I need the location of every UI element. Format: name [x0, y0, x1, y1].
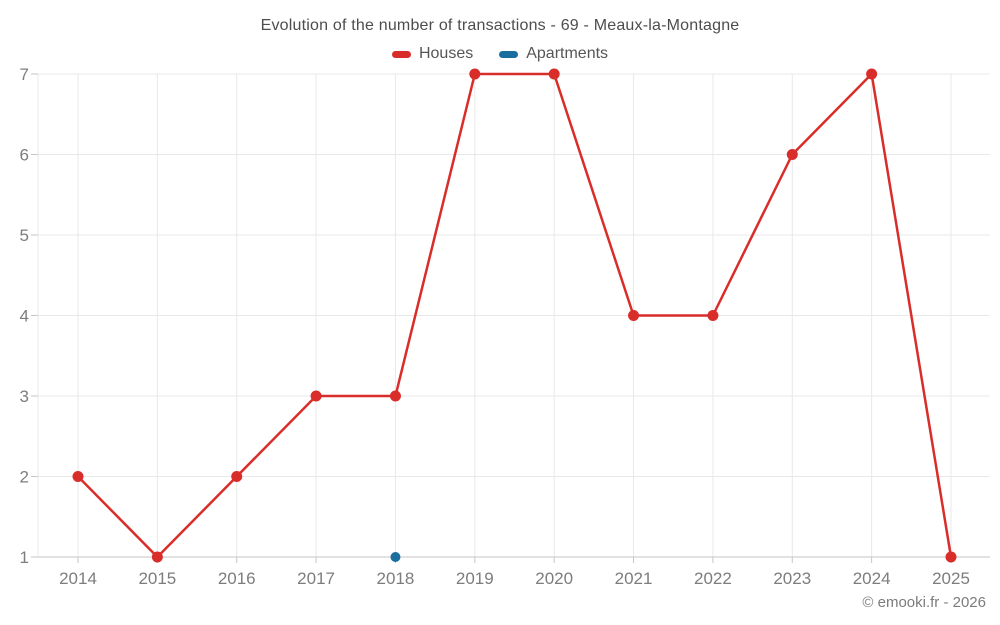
x-axis-label: 2024 — [853, 569, 891, 588]
x-axis-label: 2021 — [615, 569, 653, 588]
legend: Houses Apartments — [0, 45, 1000, 63]
x-axis-label: 2022 — [694, 569, 732, 588]
x-axis-label: 2017 — [297, 569, 335, 588]
houses-data-point[interactable] — [310, 390, 322, 402]
y-axis-label: 7 — [20, 65, 29, 84]
houses-data-point[interactable] — [548, 68, 560, 80]
houses-data-point[interactable] — [628, 310, 640, 321]
y-axis-label: 1 — [20, 548, 29, 567]
y-axis-label: 4 — [20, 307, 29, 326]
legend-label-apartments: Apartments — [526, 45, 609, 62]
x-axis-label: 2016 — [218, 569, 256, 588]
houses-data-point[interactable] — [707, 310, 719, 321]
legend-label-houses: Houses — [418, 45, 474, 62]
houses-legend-swatch-icon — [391, 50, 411, 58]
y-axis-label: 3 — [20, 387, 29, 406]
x-axis-label: 2020 — [535, 569, 573, 588]
x-axis-label: 2019 — [456, 569, 494, 588]
y-axis-label: 6 — [20, 146, 29, 165]
legend-item-apartments[interactable]: Apartments — [499, 45, 608, 63]
chart-title: Evolution of the number of transactions … — [260, 17, 740, 34]
houses-data-point[interactable] — [72, 471, 84, 482]
copyright-text: © emooki.fr - 2026 — [862, 594, 986, 611]
houses-series-line — [76, 72, 953, 559]
houses-data-point[interactable] — [786, 149, 798, 160]
y-axis-label: 5 — [20, 226, 29, 245]
apartments-data-point[interactable] — [390, 552, 401, 562]
houses-data-point[interactable] — [231, 471, 243, 482]
houses-data-point[interactable] — [945, 551, 957, 563]
x-axis-label: 2025 — [932, 569, 970, 588]
legend-item-houses[interactable]: Houses — [391, 45, 474, 63]
houses-data-point[interactable] — [389, 390, 401, 402]
x-axis-label: 2018 — [377, 569, 415, 588]
houses-data-point[interactable] — [151, 551, 163, 563]
x-axis-label: 2014 — [59, 569, 97, 588]
houses-data-point[interactable] — [866, 68, 878, 80]
y-axis-label: 2 — [20, 468, 29, 487]
apartments-legend-swatch-icon — [499, 50, 519, 58]
x-axis-label: 2015 — [138, 569, 176, 588]
x-axis-label: 2023 — [773, 569, 811, 588]
houses-data-point[interactable] — [469, 68, 481, 80]
